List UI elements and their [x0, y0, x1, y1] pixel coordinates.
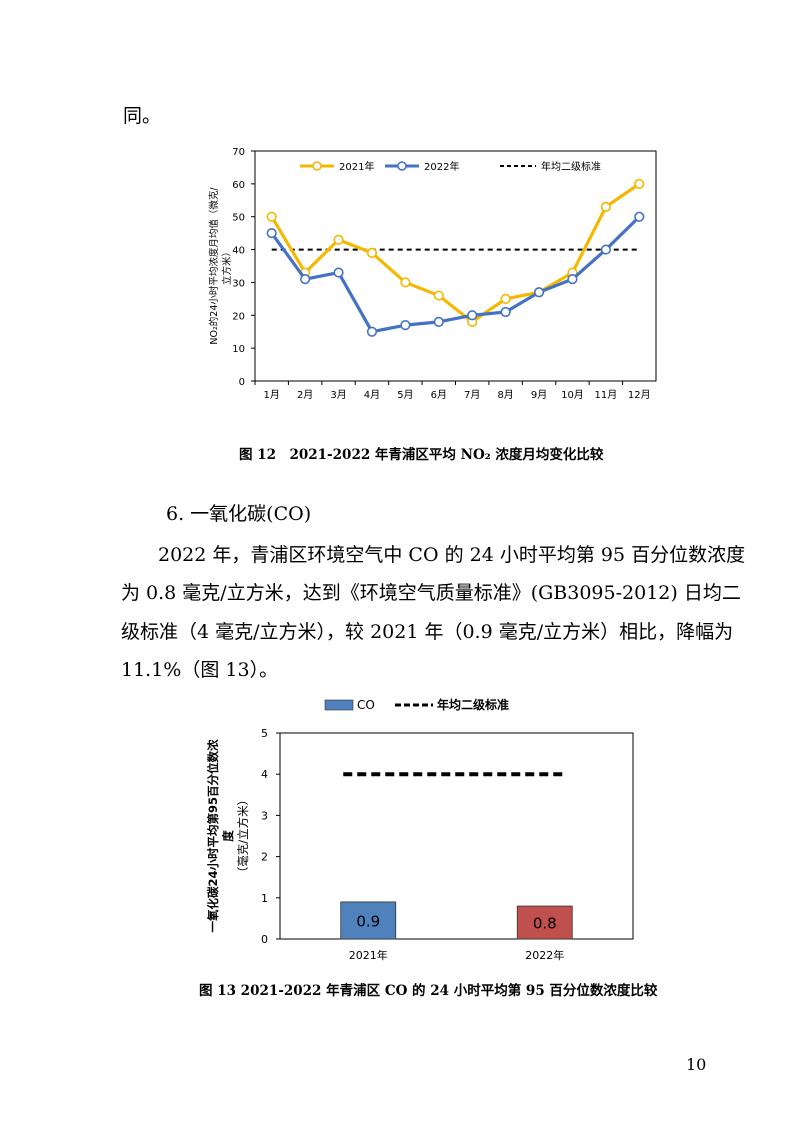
data-point-2021年: [400, 277, 411, 288]
data-point-2022年: [266, 228, 277, 239]
y-axis-label: NO₂的24小时平均浓度月均值（微克/立方米）: [208, 187, 233, 345]
data-point-2021年: [500, 293, 511, 304]
legend-swatch-marker: [397, 161, 407, 171]
y-tick-label: 60: [232, 180, 245, 191]
y-axis-label-line: NO₂的24小时平均浓度月均值（微克/: [208, 187, 220, 345]
data-point-2022年: [300, 274, 311, 285]
bar-2022年: [516, 905, 573, 940]
x-tick-label: 3月: [330, 389, 346, 401]
y-tick-label: 2: [261, 851, 268, 864]
legend-swatch-marker: [312, 161, 322, 171]
x-tick-label: 2022年: [525, 948, 564, 962]
legend-label: 2022年: [424, 160, 459, 173]
x-tick-label: 2月: [297, 389, 313, 401]
legend-label: CO: [357, 698, 375, 712]
y-axis-label-line: 度: [221, 830, 235, 842]
bar-data-label: 0.8: [533, 915, 557, 933]
paragraph-line: 2022 年，青浦区环境空气中 CO 的 24 小时平均第 95 百分位数浓度: [158, 544, 746, 566]
x-tick-label: 9月: [531, 389, 547, 401]
data-point-2022年: [600, 244, 611, 255]
y-axis-label: 一氧化碳24小时平均第95百分位数浓度（毫克/立方米）: [206, 739, 250, 933]
data-point-2022年: [567, 274, 578, 285]
data-point-2021年: [433, 290, 444, 301]
section-heading: 6. 一氧化碳(CO): [166, 503, 312, 525]
data-point-2021年: [333, 234, 344, 245]
y-tick-label: 50: [232, 213, 245, 224]
y-tick-label: 3: [261, 809, 268, 822]
x-tick-label: 8月: [497, 389, 513, 401]
data-point-2022年: [433, 316, 444, 327]
paragraph-line: 为 0.8 毫克/立方米，达到《环境空气质量标准》(GB3095-2012) 日…: [121, 582, 741, 604]
data-point-2021年: [266, 211, 277, 222]
page-text-fragment: 同。: [123, 105, 162, 127]
data-point-2022年: [400, 320, 411, 331]
series-line-2021年: [270, 182, 641, 324]
x-tick-label: 7月: [464, 389, 480, 401]
paragraph-line: 11.1%（图 13）。: [121, 659, 279, 681]
x-tick-label: 6月: [431, 389, 447, 401]
y-tick-label: 1: [261, 892, 268, 905]
data-point-2022年: [366, 326, 378, 337]
plot-area: [279, 732, 634, 940]
no2-monthly-line-chart: 0 10 20 30 40 50 60 70 1月 2月 3月 4月 5月 6月 7月 8月 9月 10月 11月 1…: [208, 147, 657, 401]
y-tick-label: 40: [232, 246, 245, 257]
x-tick-label: 2021年: [349, 948, 388, 962]
legend-label: 年均二级标准: [541, 160, 601, 173]
data-point-2022年: [467, 310, 478, 321]
data-point-2022年: [533, 287, 545, 298]
data-point-2022年: [500, 306, 511, 318]
data-point-2022年: [333, 267, 344, 278]
y-tick-label: 30: [232, 278, 245, 289]
y-tick-label: 5: [261, 727, 268, 740]
y-tick-label: 10: [232, 344, 245, 355]
data-point-2021年: [600, 201, 611, 212]
y-tick-label: 70: [232, 147, 245, 158]
x-tick-label: 4月: [364, 389, 380, 401]
y-axis-label-line: 一氧化碳24小时平均第95百分位数浓: [206, 739, 220, 933]
data-point-2022年: [634, 211, 645, 222]
x-tick-label: 5月: [397, 389, 413, 401]
legend-swatch-bar: [324, 699, 354, 711]
legend-label: 年均二级标准: [437, 697, 509, 712]
bar-data-label: 0.9: [356, 912, 380, 930]
x-tick-label: 1月: [264, 389, 280, 401]
bar-2021年: [340, 901, 397, 940]
co-annual-bar-chart: 0 1 2 3 4 5 一氧化碳24小时平均第95百分位数浓度（毫克/立方米） 0.9 2021…: [206, 697, 634, 962]
y-axis-label-line: 立方米）: [221, 247, 233, 285]
y-axis-label-line: （毫克/立方米）: [236, 794, 250, 878]
figure12-caption: 图 12 2021-2022 年青浦区平均 NO₂ 浓度月均变化比较: [239, 447, 604, 463]
data-point-2021年: [634, 178, 645, 189]
x-tick-label: 11月: [595, 389, 618, 401]
data-point-2021年: [366, 247, 378, 258]
x-tick-label: 12月: [628, 389, 651, 401]
page-number: 10: [686, 1055, 707, 1074]
legend-label: 2021年: [339, 160, 374, 173]
figure13-caption: 图 13 2021-2022 年青浦区 CO 的 24 小时平均第 95 百分位…: [199, 983, 658, 999]
y-tick-label: 0: [261, 933, 268, 946]
y-tick-label: 20: [232, 311, 245, 322]
plot-area: [254, 150, 657, 382]
x-tick-label: 10月: [561, 389, 584, 401]
y-tick-label: 4: [261, 768, 268, 781]
paragraph-line: 级标准（4 毫克/立方米），较 2021 年（0.9 毫克/立方米）相比，降幅为: [121, 621, 734, 643]
y-tick-label: 0: [239, 377, 245, 388]
series-line-2022年: [270, 215, 641, 334]
